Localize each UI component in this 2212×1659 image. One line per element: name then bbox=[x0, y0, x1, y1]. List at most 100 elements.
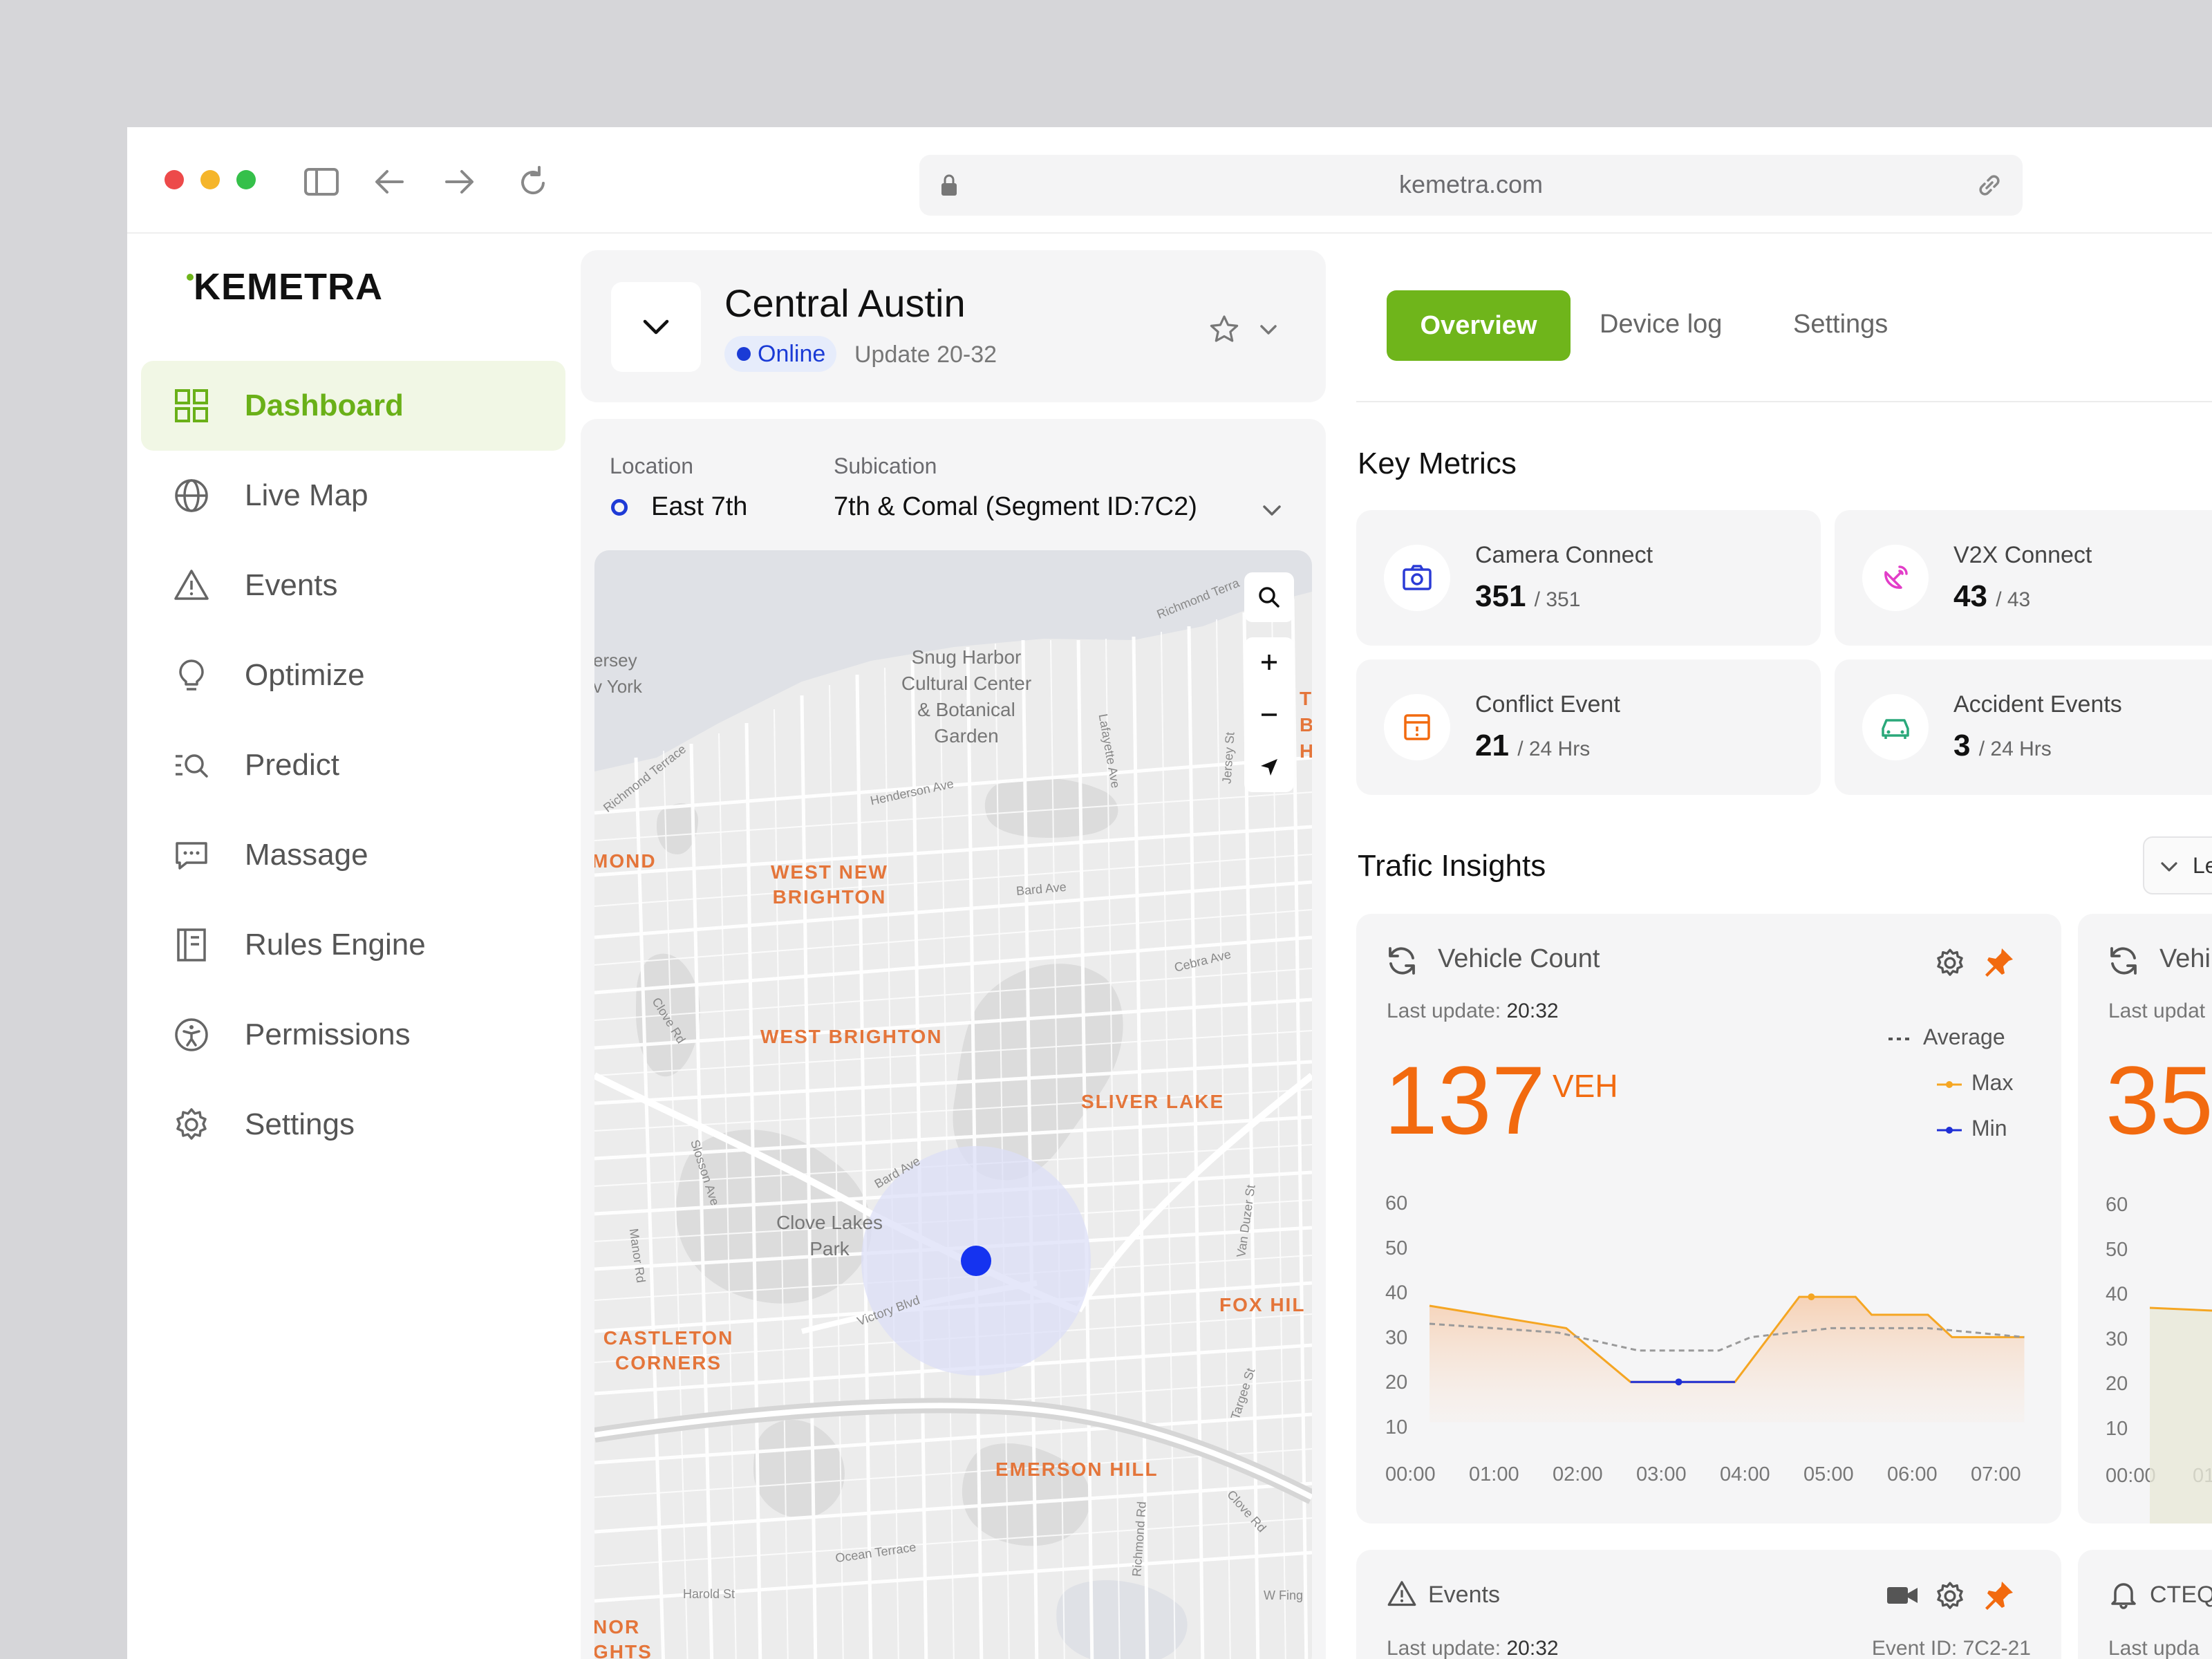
street-label: Lafayette Ave bbox=[1096, 713, 1123, 789]
status-badge: Online bbox=[724, 336, 837, 372]
last-update: Last update: 20:32 bbox=[1387, 1000, 1559, 1022]
map-canvas bbox=[594, 550, 1312, 1659]
insights-dropdown[interactable]: Le bbox=[2143, 836, 2212, 894]
gear-icon[interactable] bbox=[1934, 1580, 1966, 1612]
street-label: Van Duzer St bbox=[1234, 1183, 1258, 1259]
street-label: Bard Ave bbox=[1015, 879, 1067, 899]
address-bar[interactable]: kemetra.com bbox=[919, 155, 2023, 216]
street-label: Clove Rd bbox=[1224, 1487, 1269, 1535]
street-label: Richmond Terra bbox=[1154, 576, 1241, 622]
tab-overview[interactable]: Overview bbox=[1387, 290, 1571, 361]
lock-icon bbox=[941, 174, 957, 196]
reload-icon[interactable] bbox=[514, 163, 552, 200]
metric-icon-wrap bbox=[1384, 545, 1450, 611]
tab-settings[interactable]: Settings bbox=[1793, 310, 1888, 339]
maximize-window-button[interactable] bbox=[236, 170, 256, 189]
nav-item-settings[interactable]: Settings bbox=[141, 1080, 565, 1170]
map-label-nor: NOR GHTS bbox=[594, 1616, 653, 1659]
legend-max: Max bbox=[1937, 1070, 2013, 1096]
street-label: Jersey St bbox=[1219, 731, 1237, 785]
metric-camera-connect[interactable]: Camera Connect 351 / 351 bbox=[1356, 510, 1821, 646]
chevron-down-icon bbox=[2161, 862, 2177, 872]
x-tick-label: 03:00 bbox=[1636, 1463, 1687, 1485]
star-icon[interactable] bbox=[1208, 314, 1240, 346]
nav-item-permissions[interactable]: Permissions bbox=[141, 990, 565, 1080]
zoom-in-icon[interactable] bbox=[1257, 650, 1282, 675]
back-arrow-icon[interactable] bbox=[371, 163, 408, 200]
street-label: Cebra Ave bbox=[1172, 947, 1232, 975]
y-tick-label: 50 bbox=[1385, 1237, 1407, 1259]
map-label-west-brighton: WEST BRIGHTON bbox=[760, 1026, 943, 1047]
sidebar-toggle-icon[interactable] bbox=[303, 163, 340, 200]
nav-item-live-map[interactable]: Live Map bbox=[141, 451, 565, 541]
nav-item-predict[interactable]: Predict bbox=[141, 720, 565, 810]
tab-device-log[interactable]: Device log bbox=[1600, 310, 1723, 339]
link-icon[interactable] bbox=[1974, 170, 2005, 200]
legend-min-icon bbox=[1937, 1126, 1962, 1134]
legend-average: Average bbox=[1888, 1024, 2005, 1050]
collapse-button[interactable] bbox=[611, 282, 701, 372]
nav-item-events[interactable]: Events bbox=[141, 541, 565, 630]
pin-icon[interactable] bbox=[1983, 946, 2016, 979]
metric-accident-events[interactable]: Accident Events 3 / 24 Hrs bbox=[1835, 659, 2212, 795]
video-camera-icon[interactable] bbox=[1886, 1582, 1919, 1609]
nav-label: Predict bbox=[245, 748, 339, 782]
map-search-button[interactable] bbox=[1244, 572, 1294, 622]
nav-item-optimize[interactable]: Optimize bbox=[141, 630, 565, 720]
metric-conflict-event[interactable]: Conflict Event 21 / 24 Hrs bbox=[1356, 659, 1821, 795]
lightbulb-icon bbox=[179, 659, 204, 691]
nav-label: Rules Engine bbox=[245, 928, 426, 962]
chat-icon bbox=[176, 842, 207, 870]
minimize-window-button[interactable] bbox=[200, 170, 220, 189]
metric-value: 351 / 351 bbox=[1475, 579, 1581, 613]
y-tick-label: 50 bbox=[2106, 1239, 2128, 1261]
street-label: Targee St bbox=[1228, 1366, 1258, 1422]
key-metrics-title: Key Metrics bbox=[1358, 447, 1517, 480]
globe-icon bbox=[175, 479, 208, 512]
gear-icon[interactable] bbox=[1934, 947, 1966, 979]
live-map[interactable]: Snug Harbor Cultural Center & Botanical Gar… bbox=[594, 550, 1312, 1659]
nav-label: Events bbox=[245, 568, 338, 602]
nav-item-massage[interactable]: Massage bbox=[141, 810, 565, 900]
map-label-emerson-hill: EMERSON HILL bbox=[995, 1459, 1159, 1480]
close-window-button[interactable] bbox=[165, 170, 184, 189]
refresh-icon[interactable] bbox=[1384, 943, 1420, 979]
metric-v2x-connect[interactable]: V2X Connect 43 / 43 bbox=[1835, 510, 2212, 646]
street-label: Clove Rd bbox=[649, 995, 688, 1046]
chevron-down-icon[interactable] bbox=[1258, 319, 1279, 340]
cteq-card-title: CTEQ bbox=[2150, 1582, 2212, 1608]
subication-select[interactable]: 7th & Comal (Segment ID:7C2) bbox=[834, 492, 1197, 521]
zoom-out-icon[interactable] bbox=[1257, 702, 1282, 727]
metric-label: Accident Events bbox=[1953, 691, 2122, 718]
chevron-down-icon[interactable] bbox=[1261, 499, 1283, 521]
legend-min: Min bbox=[1937, 1116, 2007, 1141]
calendar-alert-icon bbox=[1404, 714, 1430, 740]
navigation-arrow-icon[interactable] bbox=[1257, 755, 1282, 780]
vehicle-count-unit: VEH bbox=[1553, 1068, 1618, 1104]
traffic-insights-title: Trafic Insights bbox=[1358, 849, 1546, 883]
map-card: Location East 7th Subication 7th & Comal… bbox=[581, 419, 1326, 1659]
street-label: Richmond Terrace bbox=[600, 742, 689, 815]
x-tick-label: 05:00 bbox=[1803, 1463, 1854, 1485]
vehicle-count-card: Vehicle Count Last update: 20:32 137 VEH… bbox=[1356, 914, 2061, 1524]
nav-item-dashboard[interactable]: Dashboard bbox=[141, 361, 565, 451]
nav-item-rules-engine[interactable]: Rules Engine bbox=[141, 900, 565, 990]
second-area bbox=[2150, 1308, 2212, 1524]
refresh-icon[interactable] bbox=[2106, 943, 2141, 979]
nav-label: Dashboard bbox=[245, 388, 404, 422]
update-text: Update 20-32 bbox=[854, 341, 997, 368]
max-series-area bbox=[1430, 1297, 2025, 1423]
second-card-last-update: Last updat bbox=[2108, 1000, 2206, 1022]
metric-value: 3 / 24 Hrs bbox=[1953, 729, 2052, 762]
forward-arrow-icon[interactable] bbox=[441, 163, 478, 200]
kemetra-logo: KEMETRA bbox=[194, 266, 383, 308]
pin-icon[interactable] bbox=[1983, 1579, 2016, 1612]
cteq-card: CTEQ Last upda bbox=[2078, 1550, 2212, 1659]
vehicle-count-chart[interactable]: 60 50 40 30 20 10 00:00 01:00 02:00 03:00 04:00 05… bbox=[1356, 914, 2061, 1524]
map-label-snug-harbor: Snug Harbor Cultural Center & Botanical Gar… bbox=[901, 646, 1032, 747]
x-tick-label: 01:00 bbox=[1469, 1463, 1519, 1485]
location-value[interactable]: East 7th bbox=[651, 492, 748, 521]
second-card-value: 35 bbox=[2106, 1046, 2212, 1154]
metric-icon-wrap bbox=[1862, 694, 1929, 760]
